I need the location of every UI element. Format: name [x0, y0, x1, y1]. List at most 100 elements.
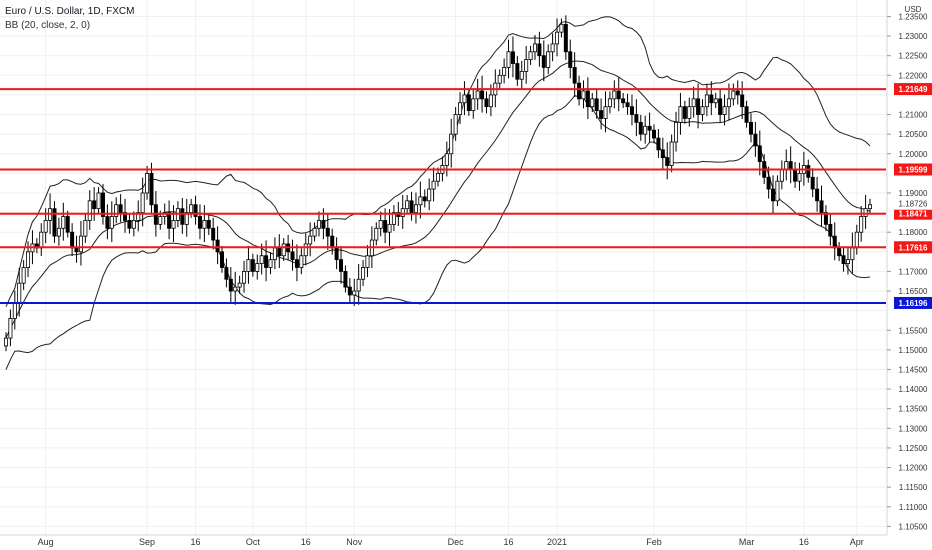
candle-down: [660, 149, 665, 159]
candle-up: [391, 212, 396, 225]
candle-down: [810, 176, 815, 190]
candle-down: [466, 94, 471, 112]
candle-down: [696, 98, 701, 115]
bb-upper-band: [5, 16, 871, 307]
candle-up: [281, 243, 286, 257]
candle-down: [841, 255, 846, 264]
candle-up: [674, 121, 679, 143]
candle-up: [555, 31, 560, 45]
x-tick-label: 16: [799, 537, 809, 547]
candle-up: [56, 227, 61, 237]
candle-up: [581, 90, 586, 100]
candle-up: [524, 59, 529, 72]
candle-down: [123, 212, 128, 221]
candle-down: [577, 82, 582, 100]
candle-up: [546, 51, 551, 68]
candle-up: [96, 192, 101, 210]
candle-down: [215, 239, 220, 253]
candle-up: [506, 51, 511, 68]
y-tick-label: 1.17000: [899, 267, 928, 276]
y-tick-label: 1.23500: [899, 12, 928, 21]
x-tick-label: Aug: [38, 537, 54, 547]
candle-up: [854, 231, 859, 249]
candle-down: [815, 188, 820, 202]
candle-up: [502, 67, 507, 76]
grid-lines: [0, 0, 886, 535]
candle-up: [387, 223, 392, 233]
candle-down: [634, 114, 639, 123]
candle-down: [211, 227, 216, 241]
candle-down: [740, 94, 745, 108]
candle-down: [515, 63, 520, 80]
candle-up: [12, 302, 17, 319]
x-tick-label: Oct: [246, 537, 261, 547]
candle-down: [277, 247, 282, 257]
time-axis[interactable]: Aug Sep 16 Oct 16 Nov Dec 16 2021 Feb Mar 16 Apr: [0, 534, 887, 547]
y-tick-label: 1.12500: [899, 444, 928, 453]
y-tick-label: 1.14500: [899, 365, 928, 374]
y-tick-label: 1.14000: [899, 385, 928, 394]
x-tick-label: Sep: [139, 537, 155, 547]
candle-down: [599, 110, 604, 119]
candle-up: [418, 196, 423, 206]
y-tick-label: 1.22500: [899, 52, 928, 61]
candle-down: [105, 216, 110, 229]
candle-down: [149, 172, 154, 206]
candle-up: [444, 153, 449, 166]
level-price-tag: [894, 296, 932, 309]
candle-up: [374, 227, 379, 241]
candle-down: [206, 220, 211, 229]
candle-down: [744, 106, 749, 123]
candle-down: [484, 98, 489, 108]
x-tick-label: Mar: [739, 537, 755, 547]
x-tick-label: Apr: [850, 537, 864, 547]
candle-down: [656, 137, 661, 151]
price-axis[interactable]: 1.10500 1.11000 1.11500 1.12000 1.12500 1.130…: [886, 0, 932, 535]
y-tick-label: 1.19000: [899, 189, 928, 198]
candle-down: [422, 196, 427, 202]
candle-up: [488, 94, 493, 108]
horizontal-lines[interactable]: 1.21649 1.19599 1.18471 1.17616 1.16196: [0, 83, 932, 309]
candle-up: [859, 216, 864, 233]
candle-up: [17, 282, 22, 304]
candle-up: [136, 212, 141, 221]
candle-up: [400, 208, 405, 217]
currency-label: USD: [905, 5, 922, 14]
candle-up: [700, 106, 705, 115]
level-price-tag: [894, 241, 932, 254]
candle-down: [828, 223, 833, 237]
y-tick-label: 1.23000: [899, 32, 928, 41]
candle-down: [264, 255, 269, 268]
candle-down: [383, 220, 388, 233]
candle-up: [131, 220, 136, 229]
candle-down: [563, 23, 568, 53]
candle-up: [458, 102, 463, 115]
candle-down: [290, 251, 295, 261]
y-tick-label: 1.16500: [899, 287, 928, 296]
candle-down: [788, 161, 793, 170]
candle-up: [361, 267, 366, 280]
candle-up: [607, 98, 612, 108]
candle-up: [78, 235, 83, 253]
candle-down: [629, 106, 634, 115]
candle-up: [691, 98, 696, 108]
candle-down: [837, 247, 842, 257]
candle-down: [766, 176, 771, 190]
y-tick-label: 1.21000: [899, 111, 928, 120]
candle-up: [140, 192, 145, 213]
candle-down: [594, 98, 599, 112]
candle-up: [365, 255, 370, 268]
candle-up: [713, 98, 718, 104]
y-tick-label: 1.13000: [899, 424, 928, 433]
candlesticks: [4, 15, 873, 352]
candle-up: [722, 106, 727, 115]
candle-up: [356, 278, 361, 292]
indicator-legend: BB (20, close, 2, 0): [5, 20, 91, 31]
y-tick-label: 1.11500: [899, 483, 928, 492]
candle-down: [480, 90, 485, 100]
candle-down: [638, 121, 643, 135]
candle-down: [572, 67, 577, 84]
y-tick-label: 1.15500: [899, 326, 928, 335]
candle-up: [678, 106, 683, 123]
